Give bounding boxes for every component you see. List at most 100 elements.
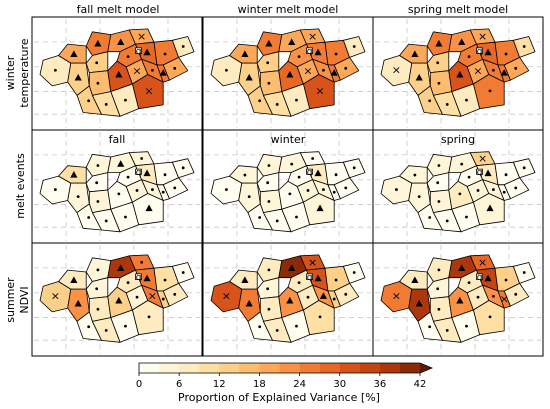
triangle-marker <box>435 39 443 47</box>
region-13 <box>259 296 283 322</box>
colorbar-bin <box>199 363 220 373</box>
dot-marker <box>163 278 167 282</box>
region-13 <box>429 70 453 96</box>
colorbar-bin <box>219 363 240 373</box>
triangle-marker <box>286 70 294 78</box>
dot-marker <box>95 287 99 291</box>
dot-marker <box>151 188 154 191</box>
triangle-marker <box>115 296 123 304</box>
dot-marker <box>476 189 480 192</box>
dot-marker <box>267 164 271 167</box>
map-panel: × × q <box>31 242 203 357</box>
triangle-marker <box>330 69 338 76</box>
dot-marker <box>352 271 356 274</box>
region-22 <box>306 168 314 175</box>
dot-marker <box>96 200 100 203</box>
dot-marker <box>344 186 348 190</box>
dot-marker <box>436 61 440 65</box>
dot-marker <box>173 66 177 70</box>
dot-marker <box>87 99 91 103</box>
triangle-marker <box>94 39 102 47</box>
region-22 <box>135 47 143 54</box>
triangle-marker <box>411 276 419 283</box>
colorbar-tick-label: 36 <box>373 379 386 390</box>
dot-marker <box>87 325 91 329</box>
region-22 <box>476 47 484 54</box>
triangle-marker <box>319 292 328 299</box>
colorbar-ticks: 0 6 12 18 24 30 36 42 <box>136 373 427 390</box>
region-13 <box>259 70 283 96</box>
dot-marker <box>514 186 518 190</box>
dot-marker <box>502 190 506 194</box>
cross-marker: × <box>478 256 487 269</box>
triangle-marker <box>159 69 167 76</box>
region-13 <box>259 189 283 214</box>
dot-marker <box>488 89 492 93</box>
colorbar-tick-label: 42 <box>414 379 427 390</box>
cross-marker: × <box>137 30 146 43</box>
triangle-marker <box>458 264 466 271</box>
colorbar-bin <box>239 363 260 373</box>
dot-marker <box>334 278 338 282</box>
dot-marker <box>275 103 279 106</box>
colorbar: 0 6 12 18 24 30 36 42 Proportion of Explained V… <box>136 362 434 404</box>
column-title-fall-melt-model: fall melt model <box>77 3 160 16</box>
dot-marker <box>266 287 270 291</box>
dot-marker <box>428 216 432 219</box>
dot-marker <box>267 307 271 311</box>
dot-marker <box>460 162 464 166</box>
row-label-temperature: temperature <box>18 38 31 107</box>
dot-marker <box>181 271 185 274</box>
colorbar-tick-label: 30 <box>333 379 346 390</box>
triangle-marker <box>484 274 492 282</box>
triangle-marker <box>314 48 322 56</box>
region-22 <box>135 273 143 281</box>
cross-marker: × <box>148 290 157 303</box>
dot-marker <box>173 292 177 296</box>
cross-marker: × <box>144 84 153 97</box>
dot-marker <box>96 307 100 311</box>
triangle-marker <box>145 204 153 212</box>
cross-marker: × <box>51 290 60 303</box>
column-title-winter-melt-model: winter melt model <box>238 3 339 16</box>
colorbar-tick-label: 12 <box>213 379 226 390</box>
dot-marker <box>181 45 185 48</box>
region-22 <box>306 47 314 54</box>
region-13 <box>429 296 453 322</box>
dot-marker <box>467 175 471 179</box>
colorbar-bin <box>159 363 180 373</box>
dot-marker <box>322 68 325 72</box>
dot-marker <box>267 200 271 203</box>
triangle-marker <box>117 38 125 45</box>
q-marker: q <box>307 168 313 178</box>
dot-marker <box>161 297 165 301</box>
dot-marker <box>266 61 270 65</box>
dot-marker <box>322 188 325 191</box>
cross-marker: × <box>478 152 487 165</box>
colorbar-bin <box>359 363 381 373</box>
dot-marker <box>163 173 167 177</box>
dot-marker <box>267 81 271 85</box>
triangle-marker <box>265 39 273 47</box>
cross-marker: × <box>392 64 401 77</box>
triangle-marker <box>115 70 123 78</box>
dot-marker <box>436 287 440 291</box>
dot-marker <box>126 175 130 179</box>
map-panel: ×××q <box>31 16 203 131</box>
dot-marker <box>476 295 480 299</box>
dot-marker <box>96 268 100 272</box>
colorbar-extend-arrow <box>420 363 432 373</box>
dot-marker <box>297 55 301 59</box>
triangle-marker <box>245 299 253 307</box>
dot-marker <box>522 271 526 274</box>
dot-marker <box>96 81 100 85</box>
dot-marker <box>437 81 441 85</box>
region-13 <box>88 296 112 322</box>
region-2 <box>399 165 428 184</box>
region-22 <box>476 168 484 175</box>
dot-marker <box>258 325 262 329</box>
dot-marker <box>124 98 127 102</box>
region-13 <box>88 189 112 214</box>
